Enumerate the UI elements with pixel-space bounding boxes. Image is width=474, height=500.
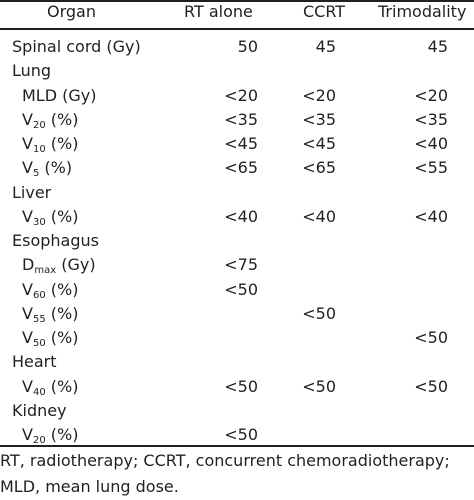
- cell-ccrt: <20: [302, 85, 336, 105]
- row-label-main: V: [22, 109, 33, 129]
- row-label-subscript: 30: [32, 216, 46, 228]
- row-label-subscript: 20: [32, 119, 46, 131]
- row-label-unit: (%): [45, 206, 79, 226]
- cell-trimodality: <40: [414, 134, 448, 153]
- table-row: Liver: [0, 181, 474, 205]
- cell-rt-alone: <40: [224, 206, 258, 226]
- row-label-subscript: 55: [32, 313, 46, 325]
- row-label: V40 (%): [22, 375, 78, 399]
- table-header: Organ RT alone CCRT Trimodality: [0, 0, 474, 32]
- table-footnote: RT, radiotherapy; CCRT, concurrent chemo…: [0, 451, 450, 496]
- row-label-subscript: 60: [32, 289, 46, 301]
- row-label-unit: (%): [45, 328, 79, 347]
- table-row: V10 (%) <45 <45 <40: [0, 132, 474, 156]
- cell-rt-alone: <50: [224, 279, 258, 299]
- cell-trimodality: 45: [427, 37, 448, 56]
- header-trimodality: Trimodality: [378, 2, 467, 21]
- header-ccrt: CCRT: [303, 2, 346, 21]
- cell-trimodality: <50: [414, 376, 448, 396]
- cell-ccrt: <40: [302, 206, 336, 226]
- row-label-unit: (%): [45, 376, 79, 396]
- cell-ccrt: <50: [302, 376, 336, 396]
- row-label: Kidney: [12, 400, 67, 420]
- top-rule: [0, 0, 474, 2]
- row-label-main: V: [22, 279, 33, 299]
- row-label-unit: (%): [45, 279, 79, 299]
- header-rt-alone: RT alone: [184, 2, 253, 21]
- table-row: V5 (%) <65 <65 <55: [0, 156, 474, 180]
- cell-ccrt: 45: [315, 37, 336, 56]
- row-label-unit: (%): [39, 158, 73, 178]
- table-row: V50 (%) <50: [0, 326, 474, 350]
- row-label-main: V: [22, 134, 33, 153]
- cell-ccrt: <45: [302, 134, 336, 153]
- row-label-main: V: [22, 206, 33, 226]
- row-label-main: V: [22, 158, 33, 178]
- table-row: V60 (%) <50: [0, 278, 474, 302]
- row-label-main: V: [22, 376, 33, 396]
- cell-rt-alone: <65: [224, 158, 258, 178]
- row-label: V50 (%): [22, 326, 78, 350]
- table-row: Kidney: [0, 399, 474, 423]
- table-row: V20 (%) <50: [0, 423, 474, 447]
- row-label: Lung: [12, 61, 52, 81]
- table-row: V40 (%) <50 <50 <50: [0, 375, 474, 399]
- row-label: MLD (Gy): [22, 85, 97, 105]
- row-label: Esophagus: [12, 231, 99, 250]
- row-label-subscript: 50: [32, 338, 46, 349]
- cell-rt-alone: <50: [224, 376, 258, 396]
- table-row: V55 (%) <50: [0, 302, 474, 326]
- header-organ: Organ: [47, 2, 96, 21]
- row-label: V20 (%): [22, 423, 78, 447]
- table-row: MLD (Gy) <20 <20 <20: [0, 84, 474, 108]
- cell-ccrt: <50: [302, 303, 336, 323]
- cell-trimodality: <40: [414, 206, 448, 226]
- row-label-subscript: 5: [32, 168, 40, 180]
- row-label: V60 (%): [22, 278, 78, 302]
- table-row: Heart: [0, 350, 474, 374]
- row-label: V30 (%): [22, 205, 78, 229]
- row-label-main: V: [22, 303, 33, 323]
- cell-rt-alone: <50: [224, 425, 258, 444]
- row-label-subscript: 40: [32, 386, 46, 398]
- row-label-unit: (%): [45, 303, 79, 323]
- row-label: Heart: [12, 352, 57, 372]
- table-row: Spinal cord (Gy) 50 45 45: [0, 35, 474, 59]
- row-label-main: V: [22, 328, 33, 347]
- cell-rt-alone: <75: [224, 255, 258, 275]
- row-label: V5 (%): [22, 156, 72, 180]
- bottom-rule: [0, 445, 474, 447]
- row-label-subscript: max: [34, 265, 57, 277]
- row-label-subscript: 20: [32, 435, 46, 446]
- row-label-main: V: [22, 425, 33, 444]
- row-label-unit: (%): [45, 425, 79, 444]
- row-label: V20 (%): [22, 108, 78, 132]
- cell-rt-alone: 50: [237, 37, 258, 56]
- row-label: V55 (%): [22, 302, 78, 326]
- table-row: Lung: [0, 59, 474, 83]
- cell-rt-alone: <35: [224, 109, 258, 129]
- row-label: V10 (%): [22, 132, 78, 156]
- cell-trimodality: <35: [414, 109, 448, 129]
- cell-ccrt: <65: [302, 158, 336, 178]
- cell-trimodality: <55: [414, 158, 448, 178]
- row-label-unit: (%): [45, 134, 79, 153]
- table-row: V30 (%) <40 <40 <40: [0, 205, 474, 229]
- cell-trimodality: <20: [414, 85, 448, 105]
- cell-trimodality: <50: [414, 328, 448, 347]
- cell-rt-alone: <20: [224, 85, 258, 105]
- row-label-unit: (%): [45, 109, 79, 129]
- row-label-unit: (Gy): [56, 255, 96, 275]
- cell-ccrt: <35: [302, 109, 336, 129]
- table-row: V20 (%) <35 <35 <35: [0, 108, 474, 132]
- row-label: Liver: [12, 182, 52, 202]
- table-row: Dmax (Gy) <75: [0, 253, 474, 277]
- row-label: Dmax (Gy): [22, 253, 96, 277]
- table-row: Esophagus: [0, 229, 474, 253]
- header-rule: [0, 28, 474, 30]
- row-label: Spinal cord (Gy): [12, 37, 141, 56]
- cell-rt-alone: <45: [224, 134, 258, 153]
- row-label-subscript: 10: [32, 144, 46, 155]
- row-label-main: D: [22, 255, 35, 275]
